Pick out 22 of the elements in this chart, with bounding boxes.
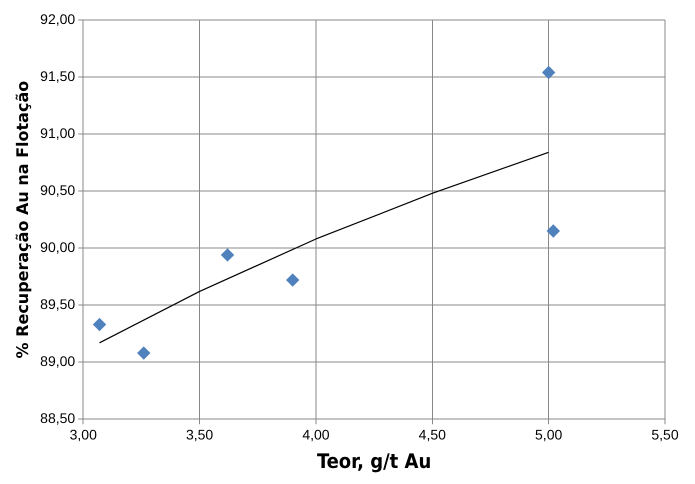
y-axis-title: % Recuperação Au na Flotação bbox=[12, 80, 32, 358]
x-axis-title: Teor, g/t Au bbox=[316, 449, 432, 474]
point bbox=[137, 346, 150, 360]
x-tick-label: 4,00 bbox=[302, 426, 330, 442]
x-tick-label: 5,00 bbox=[535, 426, 562, 442]
y-tick-label: 90,50 bbox=[40, 182, 76, 198]
x-tick-label: 4,50 bbox=[418, 426, 446, 442]
y-tick-label: 89,50 bbox=[40, 296, 76, 312]
y-tick-label: 90,00 bbox=[40, 238, 76, 255]
y-tick-label: 92,00 bbox=[40, 10, 76, 27]
point bbox=[542, 66, 556, 79]
y-tick-label: 88,50 bbox=[40, 410, 76, 426]
point bbox=[221, 248, 234, 262]
point bbox=[93, 318, 106, 332]
point bbox=[286, 274, 300, 287]
point bbox=[546, 224, 560, 238]
y-tick-label: 91,50 bbox=[40, 68, 76, 84]
y-tick-label: 91,00 bbox=[40, 124, 76, 141]
x-tick-label: 3,50 bbox=[186, 426, 214, 442]
x-tick-label: 5,50 bbox=[651, 426, 679, 442]
y-tick-label: 89,00 bbox=[40, 353, 76, 370]
x-tick-label: 3,00 bbox=[70, 426, 98, 442]
